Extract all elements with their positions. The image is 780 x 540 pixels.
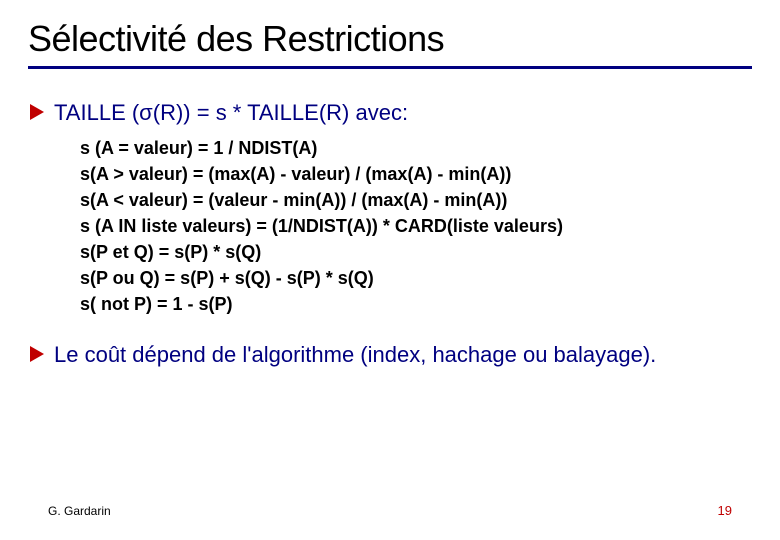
- footer-page-number: 19: [718, 503, 732, 518]
- chevron-right-icon: [28, 101, 48, 123]
- sub-list: s (A = valeur) = 1 / NDIST(A)s(A > valeu…: [80, 135, 752, 318]
- bullet-row: Le coût dépend de l'algorithme (index, h…: [28, 341, 752, 369]
- sub-item: s( not P) = 1 - s(P): [80, 291, 752, 317]
- footer: G. Gardarin 19: [48, 503, 732, 518]
- sub-item: s (A = valeur) = 1 / NDIST(A): [80, 135, 752, 161]
- slide-container: Sélectivité des Restrictions TAILLE (σ(R…: [0, 0, 780, 540]
- bullet-text: Le coût dépend de l'algorithme (index, h…: [54, 341, 656, 369]
- sub-item: s (A IN liste valeurs) = (1/NDIST(A)) * …: [80, 213, 752, 239]
- bullet-text: TAILLE (σ(R)) = s * TAILLE(R) avec:: [54, 99, 408, 127]
- content-area: TAILLE (σ(R)) = s * TAILLE(R) avec: s (A …: [28, 99, 752, 369]
- slide-title: Sélectivité des Restrictions: [28, 18, 752, 60]
- chevron-right-icon: [28, 343, 48, 365]
- sub-item: s(P et Q) = s(P) * s(Q): [80, 239, 752, 265]
- sub-item: s(A > valeur) = (max(A) - valeur) / (max…: [80, 161, 752, 187]
- title-underline: [28, 66, 752, 69]
- footer-author: G. Gardarin: [48, 504, 111, 518]
- sub-item: s(A < valeur) = (valeur - min(A)) / (max…: [80, 187, 752, 213]
- sub-item: s(P ou Q) = s(P) + s(Q) - s(P) * s(Q): [80, 265, 752, 291]
- bullet-row: TAILLE (σ(R)) = s * TAILLE(R) avec:: [28, 99, 752, 127]
